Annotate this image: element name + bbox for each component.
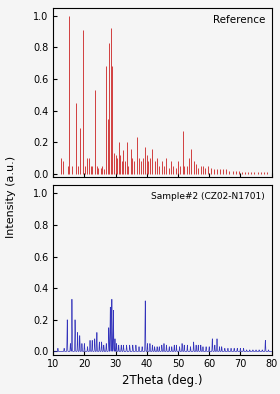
Text: Reference: Reference <box>213 15 265 25</box>
Text: Intensity (a.u.): Intensity (a.u.) <box>6 156 16 238</box>
X-axis label: 2Theta (deg.): 2Theta (deg.) <box>122 374 203 387</box>
Text: Sample#2 (CZ02-N1701): Sample#2 (CZ02-N1701) <box>151 192 265 201</box>
